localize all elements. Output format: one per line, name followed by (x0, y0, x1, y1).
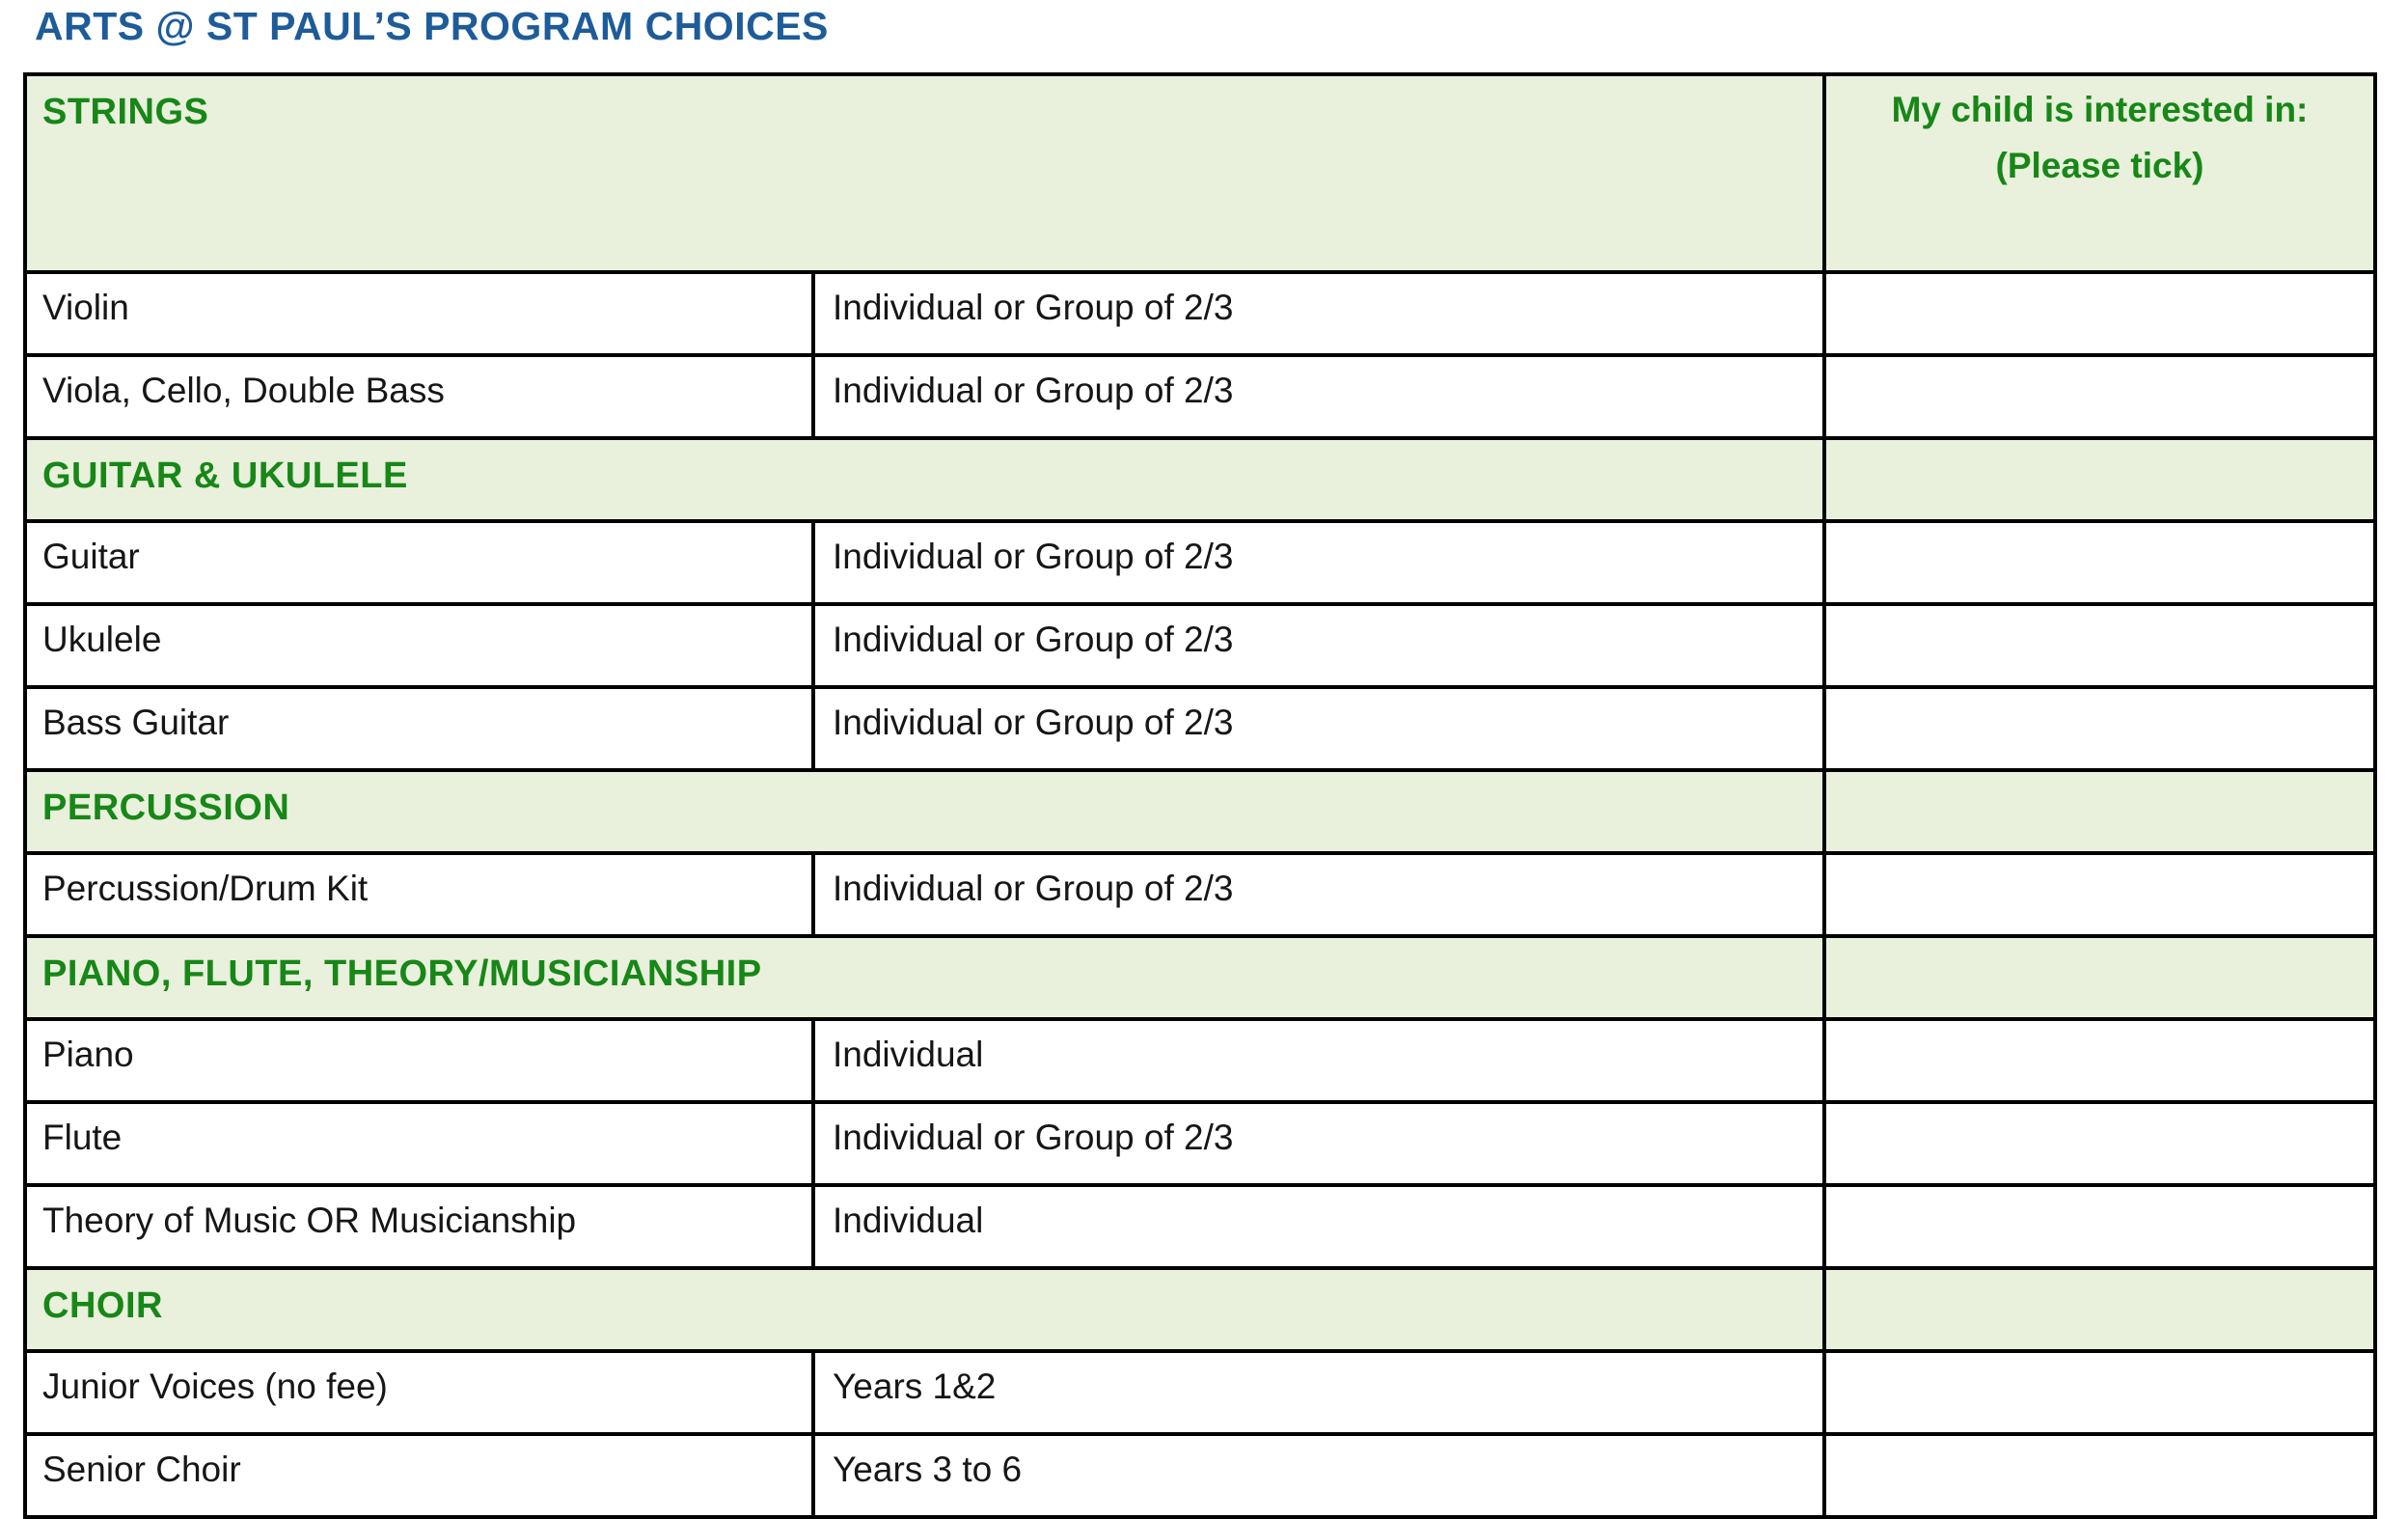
table-row-viola-cello-double-bass: Viola, Cello, Double Bass Individual or … (23, 353, 2377, 440)
section-label: PERCUSSION (42, 787, 290, 828)
section-row-choir: CHOIR (23, 1266, 2377, 1353)
table-row-bass-guitar: Bass Guitar Individual or Group of 2/3 (23, 685, 2377, 772)
item-name: Piano (23, 1017, 815, 1104)
section-label: PIANO, FLUTE, THEORY/MUSICIANSHIP (42, 953, 762, 994)
section-header-percussion: PERCUSSION (23, 768, 1826, 855)
section-header-guitar-ukulele: GUITAR & UKULELE (23, 436, 1826, 523)
item-name: Viola, Cello, Double Bass (23, 353, 815, 440)
tick-section-spacer (1822, 1266, 2377, 1353)
tick-cell[interactable] (1822, 1100, 2377, 1187)
item-name: Theory of Music OR Musicianship (23, 1183, 815, 1270)
tick-cell[interactable] (1822, 851, 2377, 938)
tick-cell[interactable] (1822, 353, 2377, 440)
tick-cell[interactable] (1822, 685, 2377, 772)
item-format: Individual or Group of 2/3 (811, 1100, 1826, 1187)
item-name: Senior Choir (23, 1432, 815, 1519)
table-row-theory-musicianship: Theory of Music OR Musicianship Individu… (23, 1183, 2377, 1270)
item-format: Individual (811, 1017, 1826, 1104)
section-row-guitar-ukulele: GUITAR & UKULELE (23, 436, 2377, 523)
table-row-junior-voices: Junior Voices (no fee) Years 1&2 (23, 1349, 2377, 1436)
item-format: Years 1&2 (811, 1349, 1826, 1436)
page-title: ARTS @ ST PAUL’S PROGRAM CHOICES (35, 4, 829, 48)
program-choices-table: STRINGS My child is interested in: (Plea… (23, 72, 2377, 1519)
item-format: Individual or Group of 2/3 (811, 602, 1826, 689)
tick-cell[interactable] (1822, 1017, 2377, 1104)
item-name: Guitar (23, 519, 815, 606)
table-row-percussion-drum-kit: Percussion/Drum Kit Individual or Group … (23, 851, 2377, 938)
item-format: Individual or Group of 2/3 (811, 851, 1826, 938)
item-format: Individual or Group of 2/3 (811, 353, 1826, 440)
item-format: Individual (811, 1183, 1826, 1270)
item-name: Percussion/Drum Kit (23, 851, 815, 938)
tick-cell[interactable] (1822, 1183, 2377, 1270)
table-row-piano: Piano Individual (23, 1017, 2377, 1104)
table-row-flute: Flute Individual or Group of 2/3 (23, 1100, 2377, 1187)
item-name: Ukulele (23, 602, 815, 689)
section-row-piano-flute-theory: PIANO, FLUTE, THEORY/MUSICIANSHIP (23, 934, 2377, 1021)
tick-header-line2: (Please tick) (1995, 146, 2204, 185)
section-label: STRINGS (42, 92, 209, 132)
item-name: Junior Voices (no fee) (23, 1349, 815, 1436)
table-row-ukulele: Ukulele Individual or Group of 2/3 (23, 602, 2377, 689)
tick-cell[interactable] (1822, 602, 2377, 689)
table-header-row: STRINGS My child is interested in: (Plea… (23, 72, 2377, 274)
tick-section-spacer (1822, 436, 2377, 523)
item-format: Individual or Group of 2/3 (811, 685, 1826, 772)
section-row-percussion: PERCUSSION (23, 768, 2377, 855)
section-header-choir: CHOIR (23, 1266, 1826, 1353)
tick-section-spacer (1822, 768, 2377, 855)
tick-cell[interactable] (1822, 270, 2377, 357)
tick-cell[interactable] (1822, 1349, 2377, 1436)
table-row-violin: Violin Individual or Group of 2/3 (23, 270, 2377, 357)
tick-column-header: My child is interested in: (Please tick) (1822, 72, 2377, 274)
tick-cell[interactable] (1822, 1432, 2377, 1519)
item-name: Violin (23, 270, 815, 357)
item-format: Individual or Group of 2/3 (811, 270, 1826, 357)
tick-cell[interactable] (1822, 519, 2377, 606)
item-name: Bass Guitar (23, 685, 815, 772)
table-row-guitar: Guitar Individual or Group of 2/3 (23, 519, 2377, 606)
item-format: Years 3 to 6 (811, 1432, 1826, 1519)
section-header-piano-flute-theory: PIANO, FLUTE, THEORY/MUSICIANSHIP (23, 934, 1826, 1021)
table-row-senior-choir: Senior Choir Years 3 to 6 (23, 1432, 2377, 1519)
section-label: CHOIR (42, 1285, 163, 1326)
section-header-strings: STRINGS (23, 72, 1826, 274)
tick-header-line1: My child is interested in: (1891, 90, 2309, 129)
section-label: GUITAR & UKULELE (42, 456, 408, 496)
item-name: Flute (23, 1100, 815, 1187)
tick-section-spacer (1822, 934, 2377, 1021)
item-format: Individual or Group of 2/3 (811, 519, 1826, 606)
